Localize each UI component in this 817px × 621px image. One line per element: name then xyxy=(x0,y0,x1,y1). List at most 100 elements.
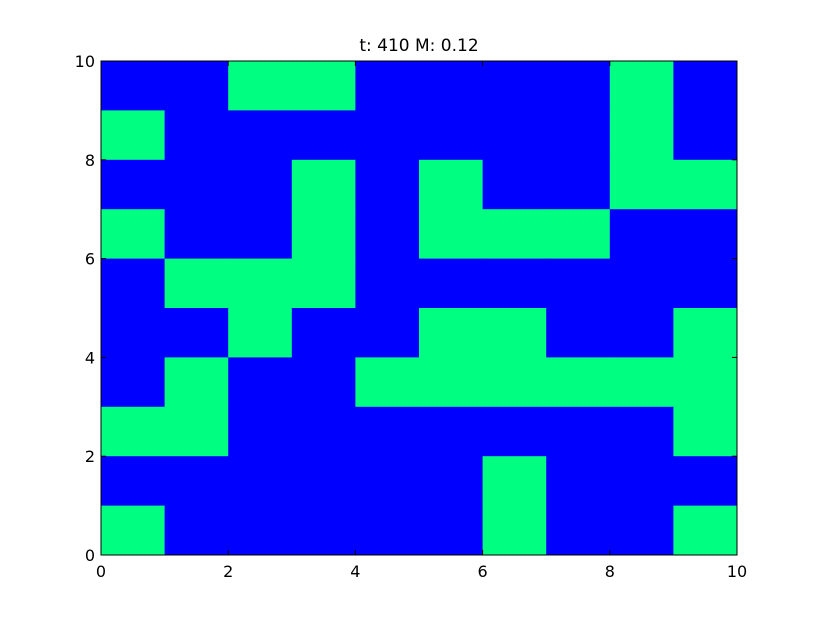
x-tick-label: 8 xyxy=(605,562,615,581)
heatmap-cell xyxy=(546,61,611,111)
heatmap-cell xyxy=(164,258,229,309)
y-tick-label: 6 xyxy=(85,250,95,269)
heatmap-cell xyxy=(609,258,674,309)
heatmap-cell xyxy=(101,505,166,556)
heatmap-cell xyxy=(482,456,547,507)
heatmap-cell xyxy=(546,110,611,161)
heatmap-cell xyxy=(482,406,547,457)
heatmap-cell xyxy=(101,61,166,111)
heatmap-cell xyxy=(355,209,420,260)
heatmap-cell xyxy=(419,406,484,457)
heatmap-cell xyxy=(609,456,674,507)
heatmap-cell xyxy=(291,308,356,358)
heatmap-cell xyxy=(419,456,484,507)
heatmap-cell xyxy=(228,61,293,111)
heatmap-cell xyxy=(101,159,166,210)
heatmap-cell xyxy=(419,61,484,111)
heatmap-cell xyxy=(355,357,420,408)
heatmap-cell xyxy=(228,505,293,556)
heatmap-cell xyxy=(673,209,738,260)
heatmap-cell xyxy=(228,110,293,161)
heatmap-cell xyxy=(609,61,674,111)
heatmap-cell xyxy=(419,159,484,210)
heatmap-cell xyxy=(291,406,356,457)
heatmap-cell xyxy=(419,357,484,408)
heatmap-cell xyxy=(482,110,547,161)
heatmap-cells xyxy=(101,61,738,556)
heatmap-cell xyxy=(609,308,674,358)
heatmap-cell xyxy=(355,505,420,556)
heatmap-cell xyxy=(419,209,484,260)
heatmap-cell xyxy=(609,209,674,260)
y-tick-label: 8 xyxy=(85,151,95,170)
heatmap-cell xyxy=(101,406,166,457)
heatmap-cell xyxy=(101,258,166,309)
heatmap-cell xyxy=(673,357,738,408)
heatmap-cell xyxy=(546,209,611,260)
heatmap-cell xyxy=(673,406,738,457)
heatmap-cell xyxy=(355,110,420,161)
heatmap-cell xyxy=(291,505,356,556)
heatmap-cell xyxy=(291,209,356,260)
y-tick-label: 10 xyxy=(75,52,95,71)
heatmap-cell xyxy=(419,110,484,161)
heatmap-cell xyxy=(228,209,293,260)
heatmap-cell xyxy=(546,308,611,358)
heatmap-cell xyxy=(164,209,229,260)
y-tick-label: 2 xyxy=(85,447,95,466)
heatmap-cell xyxy=(673,110,738,161)
heatmap-cell xyxy=(355,159,420,210)
x-tick-label: 6 xyxy=(478,562,488,581)
heatmap-cell xyxy=(673,61,738,111)
heatmap-cell xyxy=(482,61,547,111)
heatmap-cell xyxy=(609,357,674,408)
heatmap-cell xyxy=(291,110,356,161)
x-tick-label: 2 xyxy=(223,562,233,581)
heatmap-cell xyxy=(291,61,356,111)
heatmap-cell xyxy=(355,308,420,358)
heatmap-cell xyxy=(228,357,293,408)
heatmap-cell xyxy=(482,308,547,358)
heatmap-cell xyxy=(291,456,356,507)
heatmap-cell xyxy=(291,159,356,210)
heatmap-cell xyxy=(164,456,229,507)
y-tick-label: 4 xyxy=(85,348,95,367)
heatmap-cell xyxy=(228,308,293,358)
heatmap-cell xyxy=(355,61,420,111)
heatmap-cell xyxy=(164,61,229,111)
y-tick-label: 0 xyxy=(85,546,95,565)
heatmap-cell xyxy=(482,258,547,309)
heatmap-cell xyxy=(609,159,674,210)
heatmap-cell xyxy=(546,456,611,507)
x-tick-label: 0 xyxy=(96,562,106,581)
heatmap-cell xyxy=(101,456,166,507)
heatmap-cell xyxy=(673,456,738,507)
heatmap-cell xyxy=(101,209,166,260)
heatmap-cell xyxy=(164,505,229,556)
heatmap-cell xyxy=(546,258,611,309)
heatmap-cell xyxy=(546,406,611,457)
heatmap-cell xyxy=(482,159,547,210)
heatmap-cell xyxy=(291,258,356,309)
heatmap-cell xyxy=(673,258,738,309)
heatmap-cell xyxy=(482,505,547,556)
y-tick-labels: 0 2 4 6 8 10 xyxy=(75,52,95,565)
heatmap-cell xyxy=(355,456,420,507)
heatmap-cell xyxy=(609,110,674,161)
chart-title: t: 410 M: 0.12 xyxy=(359,36,479,56)
heatmap-cell xyxy=(609,505,674,556)
heatmap-cell xyxy=(673,308,738,358)
heatmap-cell xyxy=(419,505,484,556)
heatmap-cell xyxy=(673,159,738,210)
heatmap-cell xyxy=(164,308,229,358)
x-tick-labels: 0 2 4 6 8 10 xyxy=(96,562,747,581)
heatmap-cell xyxy=(164,357,229,408)
heatmap-cell xyxy=(482,209,547,260)
heatmap-cell xyxy=(228,406,293,457)
heatmap-cell xyxy=(546,159,611,210)
heatmap-cell xyxy=(419,258,484,309)
heatmap-cell xyxy=(419,308,484,358)
heatmap-cell xyxy=(101,357,166,408)
heatmap-cell xyxy=(355,406,420,457)
